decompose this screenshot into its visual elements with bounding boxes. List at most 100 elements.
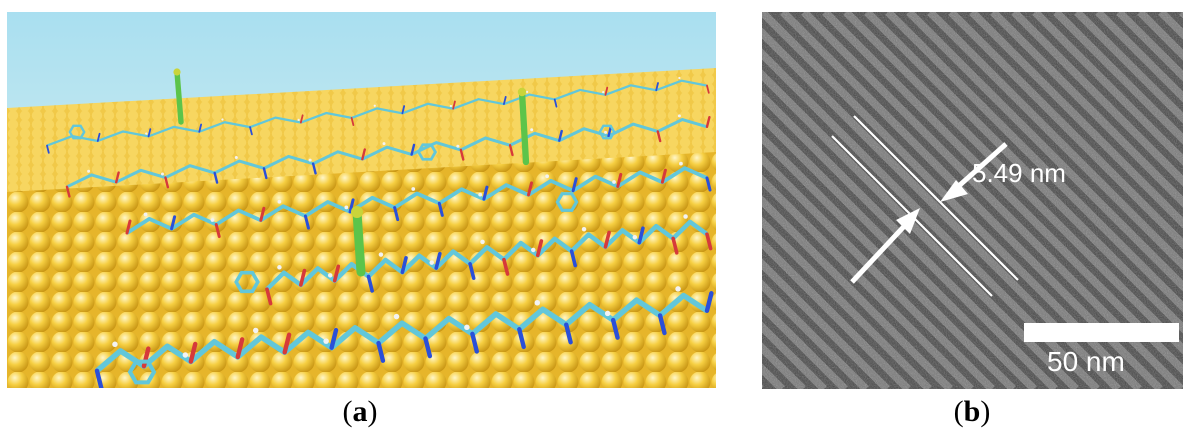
hydrogen-atom bbox=[297, 118, 300, 121]
side-group bbox=[259, 206, 266, 222]
side-group bbox=[147, 128, 152, 138]
hydrogen-atom bbox=[112, 341, 118, 348]
hydrogen-atom bbox=[277, 199, 282, 204]
hydrogen-atom bbox=[604, 130, 608, 134]
side-group bbox=[164, 176, 170, 189]
hydrogen-atom bbox=[393, 313, 400, 320]
hydrogen-atom bbox=[604, 310, 611, 317]
side-group bbox=[46, 144, 50, 154]
standing-ligand bbox=[352, 207, 366, 277]
side-group bbox=[657, 313, 667, 336]
side-group bbox=[282, 332, 292, 355]
side-group bbox=[527, 181, 534, 197]
scale-bar-label: 50 nm bbox=[1047, 346, 1125, 377]
hydrogen-atom bbox=[87, 169, 91, 173]
side-group bbox=[637, 226, 645, 245]
side-group bbox=[188, 341, 198, 364]
side-group bbox=[459, 148, 465, 161]
standing-ligand bbox=[174, 69, 184, 125]
spacing-measurement-label: 5.49 nm bbox=[972, 158, 1066, 188]
side-group bbox=[508, 144, 514, 157]
hydrogen-atom bbox=[252, 327, 259, 334]
peptide-chains bbox=[46, 68, 714, 388]
side-group bbox=[482, 185, 489, 201]
ligand-head bbox=[517, 87, 527, 97]
side-group bbox=[604, 86, 609, 96]
hydrogen-atom bbox=[456, 144, 460, 148]
aromatic-ring bbox=[127, 359, 157, 385]
arrow-right-icon bbox=[940, 180, 968, 202]
side-group bbox=[348, 198, 355, 214]
hydrogen-atom bbox=[679, 161, 683, 166]
side-group bbox=[213, 171, 219, 184]
hydrogen-atom bbox=[323, 338, 329, 344]
hydrogen-atom bbox=[602, 91, 605, 94]
aromatic-ring bbox=[68, 124, 86, 140]
side-group bbox=[610, 317, 620, 340]
side-group bbox=[299, 268, 307, 287]
side-group bbox=[704, 291, 714, 313]
peptide-backbone bbox=[95, 292, 709, 373]
hydrogen-atom bbox=[221, 118, 224, 121]
side-group bbox=[96, 132, 101, 142]
hydrogen-atom bbox=[373, 104, 376, 107]
side-group bbox=[660, 168, 667, 184]
hydrogen-atom bbox=[464, 324, 470, 331]
hydrogen-atom bbox=[480, 239, 485, 245]
side-group bbox=[198, 123, 203, 133]
hydrogen-atom bbox=[677, 114, 681, 118]
side-group bbox=[115, 171, 120, 184]
side-group bbox=[705, 232, 713, 251]
ligand-head bbox=[351, 206, 363, 218]
hydrogen-atom bbox=[683, 214, 688, 219]
panel-a-caption: (a) bbox=[342, 395, 378, 428]
side-group bbox=[350, 117, 355, 127]
ligand-head bbox=[173, 68, 181, 76]
arrow-left-icon bbox=[896, 208, 920, 234]
side-group bbox=[65, 185, 71, 198]
aromatic-ring bbox=[598, 124, 616, 140]
hydrogen-atom bbox=[612, 180, 616, 184]
panel-b-caption: (b) bbox=[953, 395, 991, 428]
side-group bbox=[706, 84, 710, 94]
hydrogen-atom bbox=[344, 205, 349, 210]
side-group bbox=[393, 206, 400, 222]
hydrogen-atom bbox=[143, 212, 148, 217]
hydrogen-atom bbox=[182, 352, 189, 358]
hydrogen-atom bbox=[382, 142, 386, 146]
side-group bbox=[262, 167, 268, 180]
hydrogen-atom bbox=[234, 155, 238, 159]
side-group bbox=[410, 143, 416, 156]
side-group bbox=[656, 130, 662, 143]
side-group bbox=[502, 257, 510, 276]
side-group bbox=[470, 331, 479, 354]
hydrogen-atom bbox=[581, 226, 587, 232]
side-group bbox=[170, 215, 177, 231]
side-group bbox=[423, 336, 433, 359]
side-group bbox=[400, 256, 408, 275]
hydrogen-atom bbox=[675, 286, 681, 292]
side-group bbox=[235, 337, 245, 360]
aromatic-ring bbox=[416, 143, 438, 161]
side-group bbox=[468, 262, 476, 281]
side-group bbox=[265, 287, 273, 306]
arrow-right-shaft bbox=[950, 142, 1008, 194]
arrow-left-shaft bbox=[850, 218, 912, 284]
side-group bbox=[671, 236, 679, 255]
side-group bbox=[125, 219, 132, 235]
peptide-backbone bbox=[125, 166, 708, 235]
side-group bbox=[437, 201, 444, 217]
hydrogen-atom bbox=[449, 104, 453, 108]
side-group bbox=[553, 98, 558, 108]
side-group bbox=[299, 114, 304, 124]
side-group bbox=[376, 340, 386, 363]
hydrogen-atom bbox=[429, 260, 434, 265]
side-group bbox=[564, 322, 573, 345]
hydrogen-atom bbox=[530, 128, 534, 132]
standing-ligand bbox=[518, 88, 530, 166]
hydrogen-atom bbox=[411, 187, 416, 191]
side-group bbox=[616, 172, 623, 188]
fringe-marker-line-2 bbox=[853, 115, 1019, 281]
hydrogen-atom bbox=[545, 174, 549, 179]
side-group bbox=[655, 82, 659, 92]
